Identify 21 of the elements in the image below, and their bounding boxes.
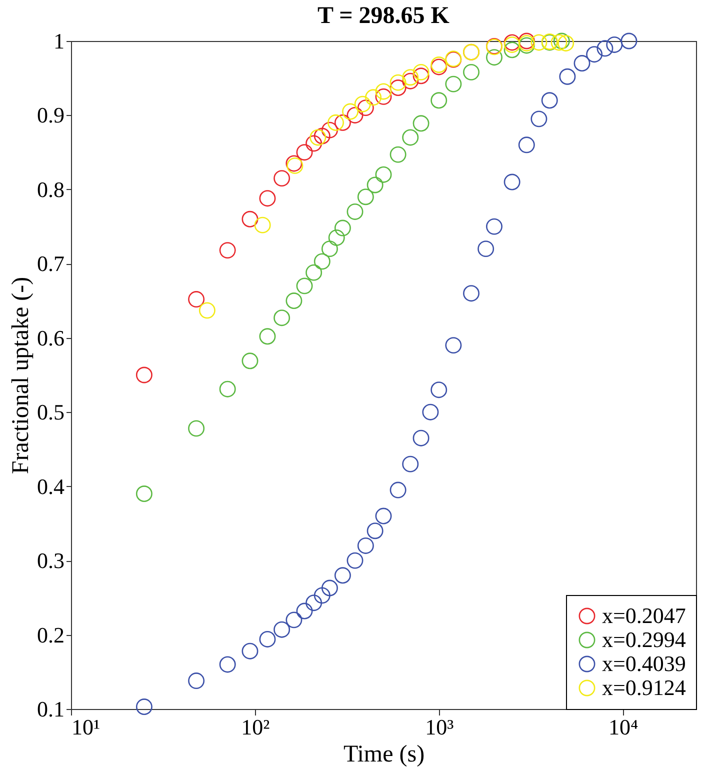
legend-label: x=0.2047 — [602, 603, 686, 628]
y-tick-label: 0.7 — [37, 251, 64, 276]
y-tick-label: 0.6 — [37, 325, 64, 350]
x-tick-label: 10⁴ — [608, 714, 638, 740]
x-tick-label: 10² — [241, 714, 270, 740]
y-tick-label: 0.4 — [37, 474, 64, 499]
y-axis-title: Fractional uptake (-) — [8, 276, 34, 474]
y-tick-label: 0.5 — [37, 400, 64, 425]
chart-title: T = 298.65 K — [318, 3, 450, 29]
legend-label: x=0.2994 — [602, 627, 686, 652]
x-tick-label: 10¹ — [72, 714, 100, 740]
x-tick-label: 10³ — [425, 714, 454, 740]
y-tick-label: 0.8 — [37, 176, 64, 202]
x-axis-title: Time (s) — [343, 742, 425, 768]
y-tick-label: 0.1 — [37, 696, 64, 722]
y-tick-label: 0.3 — [37, 548, 64, 574]
y-tick-label: 0.9 — [37, 102, 64, 128]
legend-label: x=0.4039 — [602, 651, 686, 676]
y-tick-label: 1 — [54, 28, 64, 54]
legend-label: x=0.9124 — [602, 675, 686, 700]
y-tick-label: 0.2 — [37, 622, 64, 648]
